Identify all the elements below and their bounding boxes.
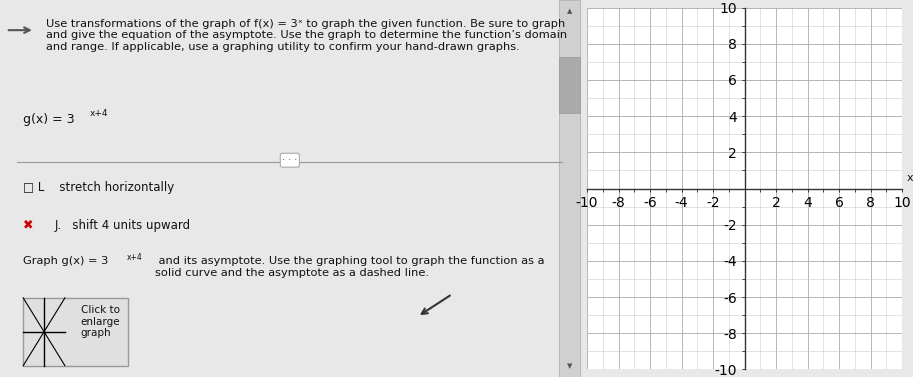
Text: J.   shift 4 units upward: J. shift 4 units upward: [55, 219, 191, 231]
Text: ▼: ▼: [567, 363, 572, 369]
Text: and its asymptote. Use the graphing tool to graph the function as a
solid curve : and its asymptote. Use the graphing tool…: [155, 256, 545, 278]
Text: x: x: [907, 173, 913, 183]
Text: Graph g(x) = 3: Graph g(x) = 3: [23, 256, 109, 267]
Text: □ L    stretch horizontally: □ L stretch horizontally: [23, 181, 174, 194]
Text: Use transformations of the graph of f(x) = 3ˣ to graph the given function. Be su: Use transformations of the graph of f(x)…: [47, 19, 568, 52]
FancyBboxPatch shape: [23, 298, 128, 366]
Text: g(x) = 3: g(x) = 3: [23, 113, 75, 126]
Text: ▲: ▲: [567, 8, 572, 14]
FancyBboxPatch shape: [560, 57, 580, 113]
FancyBboxPatch shape: [560, 0, 580, 377]
Text: Click to
enlarge
graph: Click to enlarge graph: [80, 305, 121, 338]
Text: x+4: x+4: [126, 253, 142, 262]
Text: x+4: x+4: [89, 109, 109, 118]
Text: · · ·: · · ·: [282, 155, 298, 165]
Text: ✖: ✖: [23, 219, 34, 231]
